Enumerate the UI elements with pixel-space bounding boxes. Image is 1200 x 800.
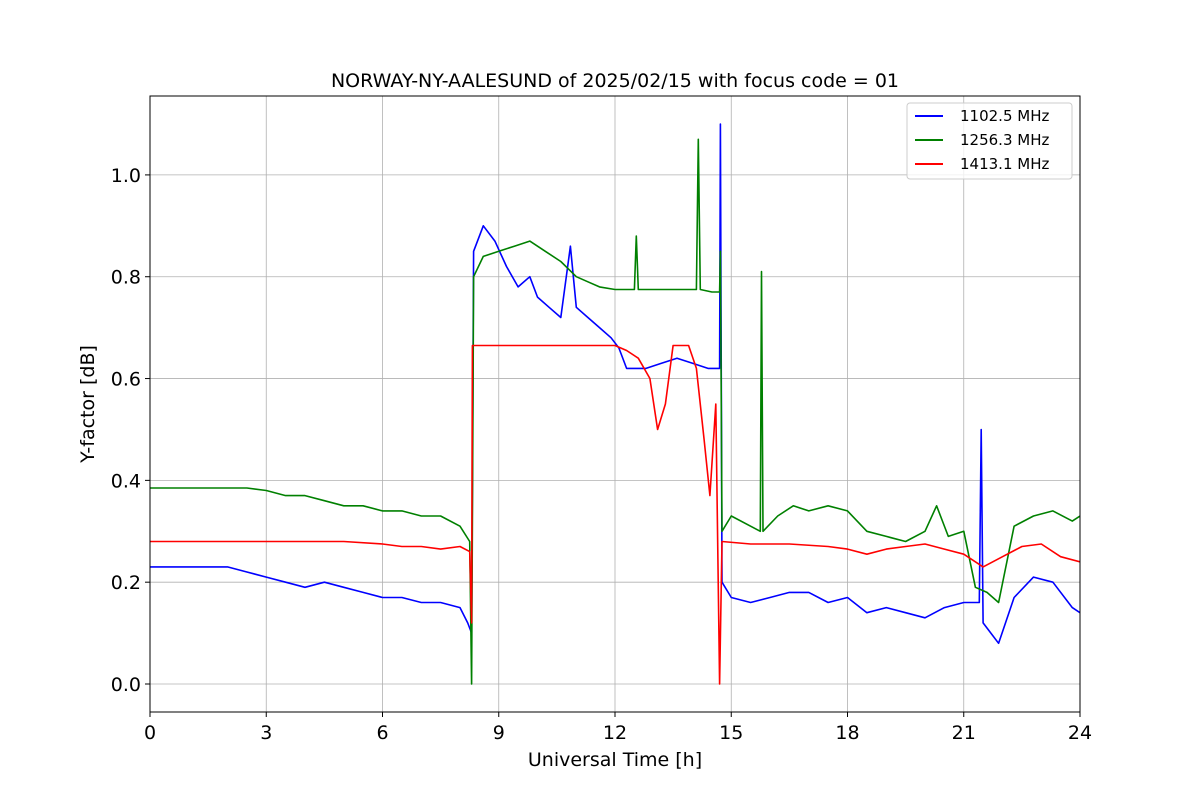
series-line: [150, 138, 1080, 685]
y-tick-label: 0.8: [111, 267, 141, 289]
legend: 1102.5 MHz 1256.3 MHz 1413.1 MHz: [906, 102, 1073, 180]
x-tick-label: 3: [260, 722, 272, 744]
legend-entry: 1102.5 MHz: [960, 107, 1049, 125]
chart-title: NORWAY-NY-AALESUND of 2025/02/15 with fo…: [331, 70, 899, 92]
x-tick-label: 18: [835, 722, 859, 744]
x-tick-label: 21: [952, 722, 976, 744]
legend-entry: 1256.3 MHz: [960, 131, 1049, 149]
y-tick-label: 0.2: [111, 572, 141, 594]
y-tick-label: 1.0: [111, 165, 141, 187]
x-tick-label: 15: [719, 722, 743, 744]
series-line: [150, 123, 1080, 645]
legend-box: [906, 102, 1073, 180]
axis-ticks: 0 3 6 9 12 15 18 21 24 0.0 0.2 0.4 0.6 0.8 1.0: [111, 165, 1092, 744]
x-tick-label: 9: [493, 722, 505, 744]
x-axis-label: Universal Time [h]: [528, 749, 702, 771]
series-line: [150, 344, 1080, 685]
x-tick-label: 0: [144, 722, 156, 744]
legend-entry: 1413.1 MHz: [960, 155, 1049, 173]
y-tick-label: 0.4: [111, 470, 141, 492]
x-tick-label: 12: [603, 722, 627, 744]
y-axis-label: Y-factor [dB]: [77, 345, 99, 464]
x-tick-label: 6: [376, 722, 388, 744]
series-layer: [150, 123, 1080, 685]
x-tick-label: 24: [1068, 722, 1092, 744]
y-tick-label: 0.0: [111, 674, 141, 696]
y-tick-label: 0.6: [111, 369, 141, 391]
